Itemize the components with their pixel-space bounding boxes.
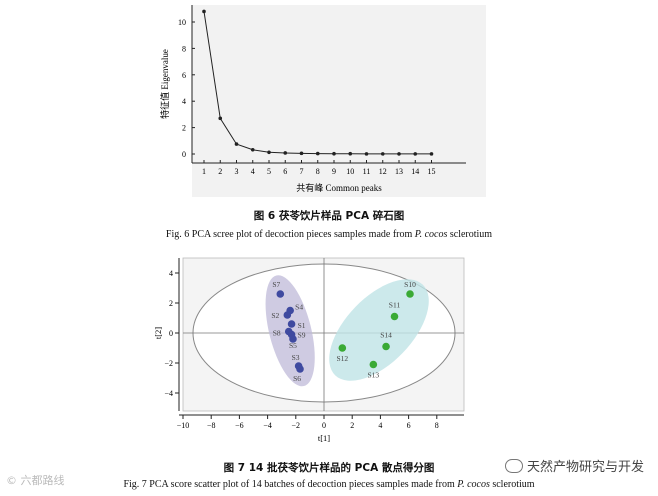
scree-point xyxy=(267,150,271,155)
score-label-s7: S7 xyxy=(272,280,280,289)
scree-x-tick-label: 2 xyxy=(218,167,222,176)
scatter-x-tick-label: 6 xyxy=(407,421,411,430)
scree-x-tick-label: 11 xyxy=(363,167,371,176)
watermark-left: © 六都路线 xyxy=(6,474,65,487)
scree-point xyxy=(380,152,385,156)
score-point-s1 xyxy=(287,320,296,328)
scree-x-tick-label: 5 xyxy=(267,167,271,176)
score-point-s11 xyxy=(390,312,399,321)
scatter-x-tick-label: −10 xyxy=(177,421,190,430)
scree-x-tick-label: 13 xyxy=(395,167,403,176)
scatter-y-tick-label: 0 xyxy=(169,329,173,338)
scatter-x-tick-label: 8 xyxy=(435,421,439,430)
score-point-s6 xyxy=(296,365,304,373)
score-label-s1: S1 xyxy=(298,321,306,330)
scree-point xyxy=(429,152,434,156)
scree-point xyxy=(397,152,401,156)
scree-y-tick-label: 10 xyxy=(178,18,186,27)
scree-point xyxy=(218,116,223,121)
scree-x-tick-label: 4 xyxy=(251,167,255,176)
scree-point xyxy=(348,151,353,156)
scree-x-tick-label: 9 xyxy=(332,167,336,176)
scatter-y-tick-label: 2 xyxy=(169,299,173,308)
scree-point xyxy=(315,151,320,156)
scree-x-tick-label: 8 xyxy=(316,167,320,176)
scree-x-tick-label: 3 xyxy=(235,167,239,176)
scatter-y-label: t[2] xyxy=(153,327,163,339)
score-label-s4: S4 xyxy=(295,303,303,312)
scree-point xyxy=(283,151,288,155)
score-label-s5: S5 xyxy=(289,341,297,350)
scree-point xyxy=(250,147,255,152)
fig6-caption-en: Fig. 6 PCA scree plot of decoction piece… xyxy=(165,229,493,240)
score-label-s10: S10 xyxy=(404,280,416,289)
scree-point xyxy=(413,152,418,156)
score-label-s13: S13 xyxy=(368,371,380,380)
score-label-s3: S3 xyxy=(292,353,300,362)
fig7-caption-en: Fig. 7 PCA score scatter plot of 14 batc… xyxy=(123,479,535,490)
watermark-right: 天然产物研究与开发 xyxy=(504,456,644,475)
scree-y-tick-label: 0 xyxy=(182,150,186,159)
scatter-x-tick-label: −4 xyxy=(263,421,272,430)
scree-y-tick-label: 8 xyxy=(182,44,186,53)
scree-x-tick-label: 12 xyxy=(379,167,387,176)
group-ellipse-2 xyxy=(329,279,429,381)
scree-y-tick-label: 4 xyxy=(182,97,186,106)
scatter-x-tick-label: −6 xyxy=(235,421,244,430)
fig7-caption-cn: 图 7 14 批茯苓饮片样品的 PCA 散点得分图 xyxy=(223,462,435,474)
scree-x-tick-label: 1 xyxy=(202,167,206,176)
scatter-x-tick-label: 4 xyxy=(378,421,382,430)
score-point-s2 xyxy=(283,311,292,319)
scree-x-tick-label: 7 xyxy=(300,167,304,176)
scree-point xyxy=(234,142,239,146)
score-label-s6: S6 xyxy=(293,374,301,383)
scatter-x-tick-label: −2 xyxy=(292,421,301,430)
fig6-caption-cn: 图 6 茯苓饮片样品 PCA 碎石图 xyxy=(253,210,405,222)
scree-point xyxy=(202,9,206,14)
scree-point xyxy=(332,151,336,156)
score-point-s14 xyxy=(382,342,390,351)
scree-y-label: 特征值 Eigenvalue xyxy=(159,49,170,119)
scatter-x-tick-label: 0 xyxy=(322,421,326,430)
scree-y-tick-label: 2 xyxy=(182,124,186,133)
scree-x-label: 共有峰 Common peaks xyxy=(296,182,382,193)
score-point-s12 xyxy=(338,344,347,352)
score-point-s5 xyxy=(289,335,297,343)
score-label-s12: S12 xyxy=(336,354,348,363)
wechat-icon xyxy=(504,458,523,473)
score-point-s7 xyxy=(276,290,285,298)
scatter-x-label: t[1] xyxy=(318,433,330,443)
scree-point xyxy=(299,151,304,156)
scatter-y-tick-label: −2 xyxy=(164,359,173,368)
score-label-s8: S8 xyxy=(273,329,281,338)
score-point-s10 xyxy=(406,290,414,298)
scatter-x-tick-label: 2 xyxy=(350,421,354,430)
score-label-s2: S2 xyxy=(271,311,279,320)
scree-point xyxy=(364,152,369,156)
score-label-s11: S11 xyxy=(389,301,401,310)
scree-x-tick-label: 14 xyxy=(411,167,419,176)
scatter-y-tick-label: −4 xyxy=(164,389,173,398)
scree-background xyxy=(192,5,486,197)
scree-x-tick-label: 10 xyxy=(346,167,354,176)
scatter-y-tick-label: 4 xyxy=(169,269,173,278)
score-label-s9: S9 xyxy=(298,331,306,340)
watermark-right-text: 天然产物研究与开发 xyxy=(526,460,644,475)
score-point-s13 xyxy=(369,360,378,369)
scree-x-tick-label: 6 xyxy=(283,167,287,176)
scree-y-tick-label: 6 xyxy=(182,71,186,80)
score-label-s14: S14 xyxy=(380,331,392,340)
scree-x-tick-label: 15 xyxy=(428,167,436,176)
scatter-x-tick-label: −8 xyxy=(207,421,216,430)
